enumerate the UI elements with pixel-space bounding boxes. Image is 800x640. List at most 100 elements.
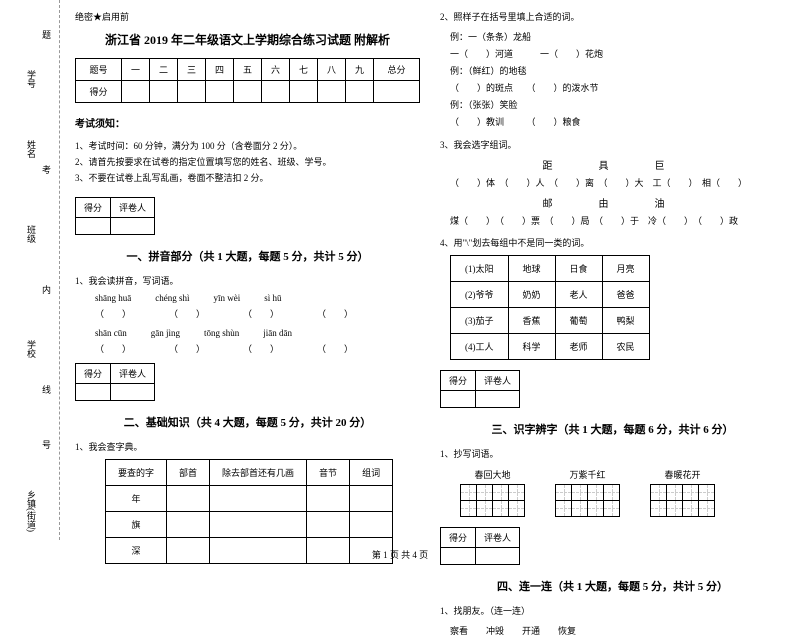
pinyin: tōng shùn [204, 328, 239, 338]
mark-label: 评卷人 [476, 370, 520, 390]
group-cell: (1)太阳 [451, 255, 509, 281]
group-cell: 老师 [555, 333, 602, 359]
page-footer: 第 1 页 共 4 页 [0, 548, 800, 561]
mark-box: 得分评卷人 [440, 370, 520, 408]
char-choices: 距 具 巨 [440, 157, 785, 172]
fill-blank: （ ）的斑点 [450, 83, 513, 93]
confidential-label: 绝密★启用前 [75, 10, 420, 23]
match-line: 察看 冲毁 开通 恢复 [450, 623, 785, 640]
fill-line: （ ）体 （ ）人 （ ）离 （ ）大 工（ ） 相（ ） [450, 175, 785, 192]
bind-label: 学校 [25, 340, 38, 358]
score-header: 六 [261, 59, 289, 81]
lookup-head: 音节 [307, 459, 350, 485]
fill-blank: （ ）教训 [450, 117, 504, 127]
group-cell: 葡萄 [555, 307, 602, 333]
blank: （ ） [317, 307, 367, 320]
mark-label: 评卷人 [111, 197, 155, 217]
left-column: 绝密★启用前 浙江省 2019 年二年级语文上学期综合练习试题 附解析 题号 一… [75, 10, 420, 540]
mark-label: 得分 [441, 527, 476, 547]
question-2-3: 3、我会选字组词。 [440, 138, 785, 151]
lookup-head: 除去部首还有几画 [210, 459, 307, 485]
notice-line: 1、考试时间：60 分钟，满分为 100 分（含卷面分 2 分）。 [75, 138, 420, 154]
bind-label: 线 [40, 385, 53, 394]
writing-grid [460, 484, 525, 517]
fill-line: 煤（ ） （ ）票 （ ）局 （ ）于 冷（ ） （ ）政 [450, 213, 785, 230]
right-column: 2、照样子在括号里填上合适的词。 例：一（条条）龙船 一（ ）河道 一（ ）花炮… [440, 10, 785, 540]
pinyin: shāng huā [95, 293, 131, 303]
group-cell: 科学 [508, 333, 555, 359]
copy-word: 万紫千红 [555, 468, 620, 481]
bind-label: 号 [40, 440, 53, 449]
mark-label: 评卷人 [476, 527, 520, 547]
group-cell: 爸爸 [602, 281, 649, 307]
mark-box: 得分评卷人 [75, 363, 155, 401]
bind-label: 内 [40, 285, 53, 294]
bind-label: 题 [40, 30, 53, 39]
section-1-title: 一、拼音部分（共 1 大题，每题 5 分，共计 5 分） [75, 248, 420, 264]
example-line: 例：一（条条）龙船 [450, 29, 785, 46]
group-table: (1)太阳地球日食月亮 (2)爷爷奶奶老人爸爸 (3)茄子香蕉葡萄鸭梨 (4)工… [450, 255, 650, 360]
blank: （ ） [95, 307, 145, 320]
score-header: 四 [205, 59, 233, 81]
lookup-head: 部首 [167, 459, 210, 485]
fill-blank: （ ）的泼水节 [531, 83, 599, 93]
copy-word: 春暖花开 [650, 468, 715, 481]
bind-label: 乡镇(街道) [25, 490, 38, 532]
mark-label: 得分 [76, 197, 111, 217]
binding-margin: 题 学号 姓名 考 班级 内 学校 线 号 乡镇(街道) [0, 0, 60, 540]
fill-blank: 一（ ）花炮 [540, 49, 603, 59]
group-cell: 月亮 [602, 255, 649, 281]
score-table: 题号 一 二 三 四 五 六 七 八 九 总分 得分 [75, 58, 420, 103]
mark-label: 得分 [76, 363, 111, 383]
notice-head: 考试须知： [75, 115, 420, 130]
blank: （ ） [243, 342, 293, 355]
group-cell: 奶奶 [508, 281, 555, 307]
score-header: 五 [233, 59, 261, 81]
group-cell: 鸭梨 [602, 307, 649, 333]
fill-blank: （ ）粮食 [531, 117, 581, 127]
writing-grid [555, 484, 620, 517]
section-2-title: 二、基础知识（共 4 大题，每题 5 分，共计 20 分） [75, 414, 420, 430]
copy-block: 万紫千红 [555, 468, 620, 517]
question-3-1: 1、抄写词语。 [440, 447, 785, 460]
score-header: 九 [345, 59, 373, 81]
blank: （ ） [169, 307, 219, 320]
example-line: 例：（张张）笑脸 [450, 97, 785, 114]
score-header: 二 [149, 59, 177, 81]
group-cell: 地球 [508, 255, 555, 281]
group-cell: 老人 [555, 281, 602, 307]
mark-label: 评卷人 [111, 363, 155, 383]
pinyin: jiān dān [263, 328, 292, 338]
score-header: 题号 [76, 59, 122, 81]
question-4-1: 1、找朋友。（连一连） [440, 604, 785, 617]
pinyin: shān cūn [95, 328, 127, 338]
pinyin: chéng shì [155, 293, 189, 303]
score-header: 八 [317, 59, 345, 81]
bind-label: 班级 [25, 225, 38, 243]
group-cell: (4)工人 [451, 333, 509, 359]
char-choices: 邮 由 油 [440, 195, 785, 210]
copy-block: 春回大地 [460, 468, 525, 517]
group-cell: (3)茄子 [451, 307, 509, 333]
notice-line: 3、不要在试卷上乱写乱画，卷面不整洁扣 2 分。 [75, 170, 420, 186]
example-line: 例：（鲜红）的地毯 [450, 63, 785, 80]
notice-line: 2、请首先按要求在试卷的指定位置填写您的姓名、班级、学号。 [75, 154, 420, 170]
pinyin: sì hū [264, 293, 281, 303]
blank: （ ） [317, 342, 367, 355]
section-4-title: 四、连一连（共 1 大题，每题 5 分，共计 5 分） [440, 578, 785, 594]
blank: （ ） [95, 342, 145, 355]
fill-blank: 一（ ）河道 [450, 49, 513, 59]
group-cell: (2)爷爷 [451, 281, 509, 307]
lookup-char: 年 [106, 485, 167, 511]
score-header: 七 [289, 59, 317, 81]
bind-label: 姓名 [25, 140, 38, 158]
mark-label: 得分 [441, 370, 476, 390]
pinyin: gān jìng [151, 328, 180, 338]
score-header: 一 [121, 59, 149, 81]
lookup-char: 旗 [106, 511, 167, 537]
lookup-head: 要查的字 [106, 459, 167, 485]
exam-title: 浙江省 2019 年二年级语文上学期综合练习试题 附解析 [75, 31, 420, 48]
blank: （ ） [169, 342, 219, 355]
mark-box: 得分评卷人 [75, 197, 155, 235]
writing-grid [650, 484, 715, 517]
